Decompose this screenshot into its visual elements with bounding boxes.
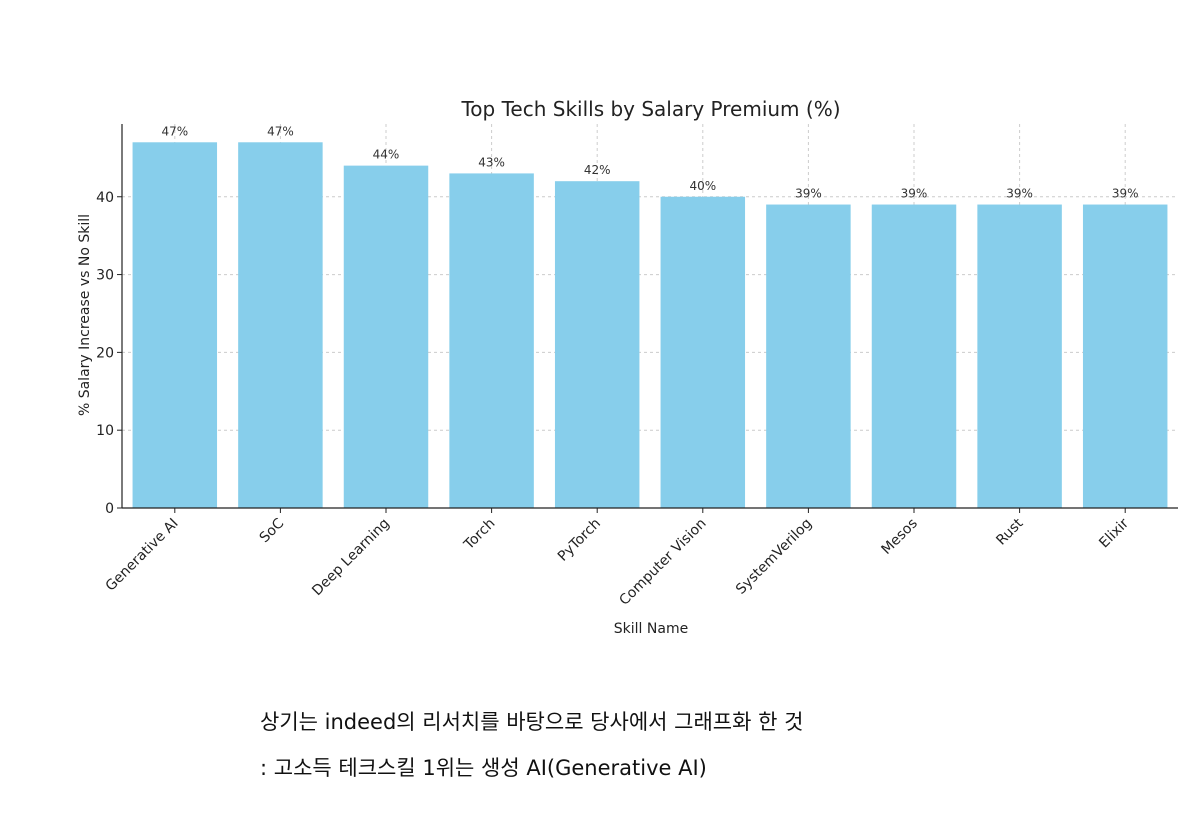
x-tick-label: Mesos (879, 516, 921, 558)
caption-line-1: 상기는 indeed의 리서치를 바탕으로 당사에서 그래프화 한 것 (260, 710, 804, 734)
bar-value-label: 40% (689, 179, 716, 193)
bar (766, 204, 851, 508)
bar-value-label: 47% (267, 124, 294, 138)
bar-value-label: 39% (1112, 187, 1139, 201)
bar (1082, 204, 1168, 508)
bar-value-label: 47% (161, 124, 188, 138)
x-tick-label: Torch (460, 516, 498, 554)
bar (449, 173, 534, 508)
bar (238, 142, 323, 509)
bar (660, 196, 746, 509)
y-axis-label: % Salary Increase vs No Skill (77, 214, 93, 416)
bar-value-label: 42% (584, 163, 611, 177)
x-tick-label: PyTorch (555, 516, 604, 565)
y-tick-label: 40 (96, 190, 114, 206)
axes (121, 124, 1178, 509)
bar-chart: Top Tech Skills by Salary Premium (%) 47… (77, 97, 1178, 637)
bar (554, 181, 640, 509)
bar-value-label: 39% (1006, 187, 1033, 201)
x-tick-label: SoC (257, 515, 288, 546)
y-tick-label: 20 (96, 345, 114, 361)
bar-value-label: 39% (795, 187, 822, 201)
x-tick-label: Computer Vision (616, 516, 709, 609)
y-axis-ticks: 0 10 20 30 40 (96, 190, 122, 517)
bar-value-label: 39% (901, 187, 928, 201)
x-tick-label: Deep Learning (309, 516, 393, 600)
bar-value-label: 43% (478, 155, 505, 169)
y-tick-label: 0 (105, 501, 114, 517)
chart-title: Top Tech Skills by Salary Premium (%) (460, 97, 840, 121)
bar (977, 204, 1062, 508)
x-tick-label: SystemVerilog (733, 516, 815, 598)
y-tick-label: 30 (96, 268, 114, 284)
bar-value-labels: 47% 47% 44% 43% 42% 40% 39% 39% 39% 39% (161, 124, 1138, 200)
x-tick-label: Elixir (1096, 515, 1132, 551)
y-tick-label: 10 (96, 423, 114, 439)
caption-line-2: : 고소득 테크스킬 1위는 생성 AI(Generative AI) (260, 756, 707, 780)
x-axis-label: Skill Name (614, 621, 688, 637)
x-tick-label: Generative AI (103, 516, 182, 595)
bar (343, 165, 429, 508)
bar (871, 204, 957, 508)
bars (132, 142, 1168, 509)
bar-value-label: 44% (373, 148, 400, 162)
x-axis-ticks: Generative AI SoC Deep Learning Torch PyTorc… (103, 508, 1132, 609)
bar (132, 142, 218, 509)
x-tick-label: Rust (993, 515, 1026, 548)
